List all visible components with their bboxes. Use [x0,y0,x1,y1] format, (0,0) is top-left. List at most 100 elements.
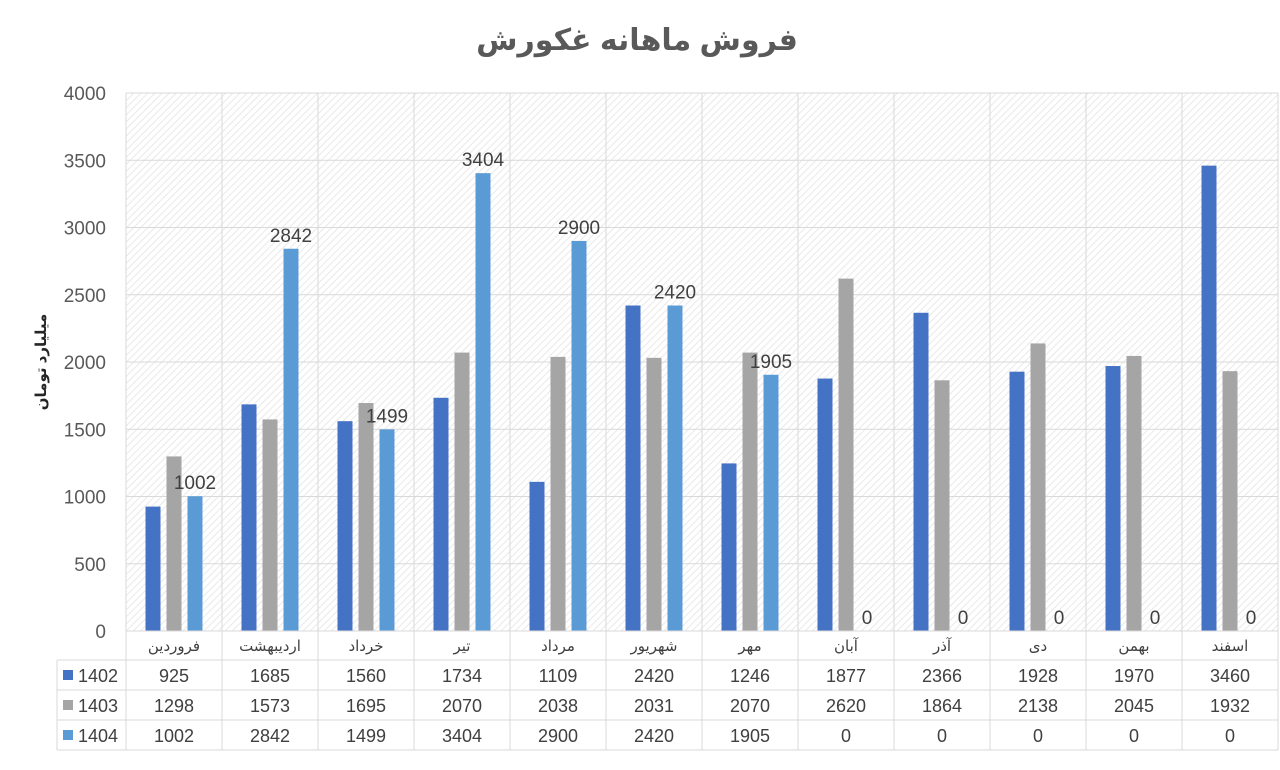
data-label: 1905 [750,352,792,373]
bar [166,456,182,631]
data-label: 0 [1246,608,1257,629]
data-label: 2842 [270,226,312,247]
y-tick-label: 3000 [64,219,106,240]
bar [763,374,779,631]
table-cell: 2842 [250,726,290,746]
y-axis-title: میلیارد تومان [33,314,50,411]
bar [187,496,203,631]
bar [475,173,491,632]
legend-label: 1402 [78,666,118,686]
x-tick-label: شهریور [630,638,678,655]
x-tick-label: مهر [737,638,761,655]
table-cell: 2420 [634,726,674,746]
table-cell: 0 [1225,726,1235,746]
bar [667,305,683,631]
table-cell: 0 [1129,726,1139,746]
bar [550,356,566,631]
legend-key [63,730,73,740]
data-label: 0 [862,608,873,629]
bar [1222,371,1238,631]
bar [1009,371,1025,631]
table-cell: 0 [1033,726,1043,746]
bar [742,352,758,631]
bar [262,419,278,631]
legend-label: 1404 [78,726,118,746]
bar [817,378,833,631]
data-label: 3404 [462,150,505,171]
bar [1201,165,1217,631]
x-tick-label: آذر [932,637,952,655]
data-label: 1002 [174,473,216,494]
y-tick-label: 2000 [64,353,106,374]
y-tick-label: 1000 [64,488,106,509]
x-tick-label: بهمن [1118,638,1149,655]
bar [646,357,662,631]
data-label: 0 [1054,608,1065,629]
y-tick-label: 3500 [64,151,106,172]
plot-area: 0 500 1000 1500 2000 2500 3000 3500 4000 1002 2842… [64,84,1279,750]
table-cell: 0 [841,726,851,746]
bar [358,403,374,631]
table-cell: 2031 [634,696,674,716]
y-tick-label: 1500 [64,420,106,441]
table-cell: 1573 [250,696,290,716]
data-label: 1499 [366,406,408,427]
table-cell: 1685 [250,666,290,686]
data-label: 2900 [558,218,600,239]
bar [1105,366,1121,631]
table-cell: 1499 [346,726,386,746]
table-cell: 1695 [346,696,386,716]
x-tick-label: آبان [834,637,859,655]
table-cell: 3404 [442,726,482,746]
bar [934,380,950,631]
table-cell: 2420 [634,666,674,686]
bar [454,352,470,631]
bar [838,278,854,631]
data-label: 0 [1150,608,1161,629]
y-tick-label: 0 [95,622,106,643]
table-cell: 1734 [442,666,482,686]
data-table: فروردین اردیبهشت خرداد تیر مرداد شهریور مهر آبا… [56,630,1278,751]
data-label: 2420 [654,283,696,304]
bar [625,305,641,631]
x-tick-label: دی [1029,638,1047,655]
bar [571,240,587,631]
table-cell: 1560 [346,666,386,686]
table-cell: 1298 [154,696,194,716]
table-cell: 925 [159,666,189,686]
x-tick-label: اردیبهشت [239,638,301,655]
table-cell: 2038 [538,696,578,716]
table-cell: 2070 [730,696,770,716]
table-cell: 1246 [730,666,770,686]
bar [433,397,449,631]
table-cell: 2366 [922,666,962,686]
y-tick-label: 2500 [64,286,106,307]
table-cell: 1932 [1210,696,1250,716]
bar [337,421,353,631]
bar [529,481,545,631]
table-cell: 2900 [538,726,578,746]
bar [241,404,257,631]
chart-title: فروش ماهانه غکورش [476,24,798,58]
table-cell: 1877 [826,666,866,686]
bar [1030,343,1046,631]
table-cell: 3460 [1210,666,1250,686]
bar [283,248,299,631]
table-cell: 2620 [826,696,866,716]
table-cell: 2045 [1114,696,1154,716]
data-label: 0 [958,608,969,629]
y-tick-label: 500 [74,555,106,576]
table-cell: 1970 [1114,666,1154,686]
bar [721,463,737,631]
bar [1126,355,1142,631]
x-tick-label: فروردین [148,638,200,655]
x-tick-label: خرداد [348,638,383,655]
table-cell: 2138 [1018,696,1058,716]
bar [913,312,929,631]
table-cell: 1928 [1018,666,1058,686]
legend-key [63,670,73,680]
table-cell: 1905 [730,726,770,746]
x-tick-label: مرداد [541,638,575,655]
